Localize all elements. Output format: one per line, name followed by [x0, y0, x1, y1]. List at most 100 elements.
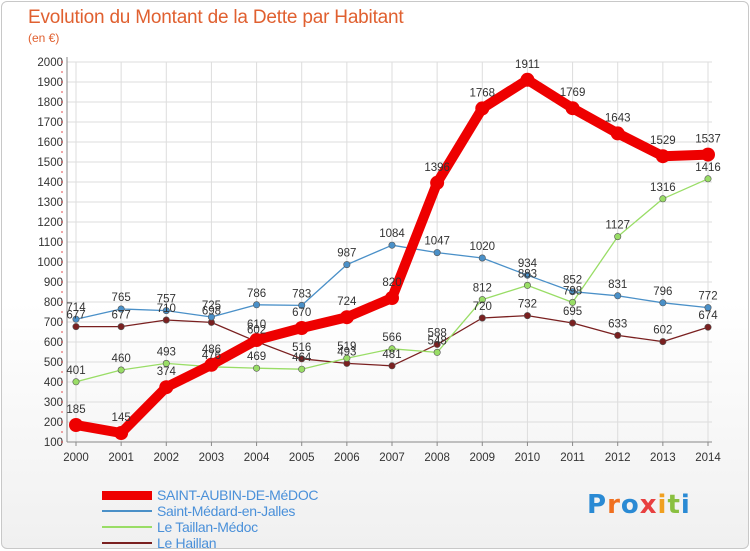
data-label: 493: [337, 346, 356, 358]
x-tick-label: 2013: [650, 452, 676, 464]
x-tick-label: 2000: [63, 452, 89, 464]
data-point: [433, 249, 441, 257]
x-tick-label: 2011: [560, 452, 585, 464]
x-tick-label: 2012: [605, 452, 631, 464]
data-label: 1911: [515, 59, 540, 71]
data-point: [430, 175, 445, 190]
data-label: 1643: [605, 112, 631, 124]
data-point: [294, 321, 309, 335]
data-label: 1769: [560, 87, 586, 99]
data-label: 1127: [605, 220, 630, 232]
y-tick-label: 500: [44, 357, 63, 369]
data-label: 987: [337, 248, 356, 260]
legend-swatch: [102, 542, 152, 544]
data-label: 548: [428, 335, 447, 347]
data-point: [69, 418, 83, 432]
data-point: [204, 357, 219, 372]
legend-swatch: [102, 490, 152, 500]
data-point: [162, 307, 170, 315]
data-label: 710: [157, 303, 176, 315]
data-point: [569, 298, 577, 306]
data-point: [162, 359, 170, 367]
data-point: [343, 261, 351, 269]
x-tick-label: 2008: [424, 452, 450, 464]
legend-label: Saint-Médard-en-Jalles: [157, 503, 296, 519]
data-point: [388, 345, 396, 353]
y-tick-label: 1900: [37, 77, 63, 89]
y-tick-label: 100: [44, 437, 63, 449]
data-label: 588: [428, 327, 447, 339]
legend-item: SAINT-AUBIN-DE-MéDOC: [102, 487, 362, 503]
y-tick-label: 700: [44, 317, 63, 329]
data-label: 469: [247, 351, 266, 363]
data-point: [114, 426, 129, 440]
x-tick-label: 2001: [108, 452, 134, 464]
data-point: [117, 305, 125, 313]
data-label: 374: [157, 366, 177, 378]
data-label: 757: [157, 294, 176, 306]
data-label: 633: [608, 318, 627, 330]
y-tick-label: 800: [44, 297, 63, 309]
data-point: [433, 340, 441, 348]
data-label: 674: [698, 310, 718, 322]
y-tick-label: 900: [44, 277, 63, 289]
data-point: [701, 147, 715, 162]
x-tick-label: 2006: [334, 452, 360, 464]
data-label: 883: [518, 268, 537, 280]
data-label: 460: [112, 353, 131, 365]
data-point: [478, 296, 486, 304]
data-point: [339, 310, 354, 325]
data-label: 724: [337, 296, 357, 308]
data-point: [520, 72, 535, 87]
data-point: [388, 241, 396, 249]
data-label: 725: [202, 300, 221, 312]
data-label: 481: [382, 349, 401, 361]
data-label: 783: [292, 288, 311, 300]
data-label: 1416: [695, 162, 721, 174]
data-label: 464: [292, 352, 312, 364]
y-tick-label: 1000: [37, 257, 63, 269]
y-tick-label: 600: [44, 337, 63, 349]
legend-label: SAINT-AUBIN-DE-MéDOC: [157, 487, 319, 503]
legend-swatch: [102, 510, 152, 512]
data-point: [523, 271, 531, 279]
data-label: 695: [563, 306, 582, 318]
y-tick-label: 400: [44, 377, 63, 389]
data-point: [614, 292, 622, 300]
data-point: [72, 378, 80, 386]
data-point: [343, 354, 351, 362]
data-label: 519: [337, 341, 356, 353]
data-point: [614, 233, 622, 241]
x-tick-label: 2003: [199, 452, 225, 464]
data-label: 698: [202, 305, 221, 317]
data-label: 786: [247, 288, 266, 300]
data-point: [478, 314, 486, 322]
data-label: 732: [518, 299, 537, 311]
data-label: 401: [66, 365, 85, 377]
data-label: 852: [563, 275, 582, 287]
data-label: 516: [292, 342, 311, 354]
data-point: [569, 319, 577, 327]
data-label: 145: [112, 412, 131, 424]
y-tick-label: 1300: [37, 197, 63, 209]
y-tick-label: 1700: [37, 117, 63, 129]
legend-label: Le Haillan: [157, 535, 217, 549]
x-tick-label: 2007: [379, 452, 405, 464]
legend-swatch: [102, 526, 152, 528]
data-label: 831: [608, 279, 627, 291]
x-tick-label: 2014: [695, 452, 721, 464]
data-point: [523, 281, 531, 289]
data-label: 610: [247, 319, 266, 331]
data-point: [565, 101, 580, 116]
y-tick-label: 1500: [37, 157, 63, 169]
y-tick-label: 200: [44, 417, 63, 429]
x-tick-label: 2002: [153, 452, 179, 464]
data-point: [704, 323, 712, 331]
data-label: 670: [292, 307, 311, 319]
chart-title: Evolution du Montant de la Dette par Hab…: [28, 7, 404, 28]
data-point: [117, 366, 125, 374]
data-point: [433, 348, 441, 356]
data-label: 820: [382, 277, 401, 289]
data-label: 812: [473, 283, 492, 295]
data-label: 765: [112, 292, 131, 304]
